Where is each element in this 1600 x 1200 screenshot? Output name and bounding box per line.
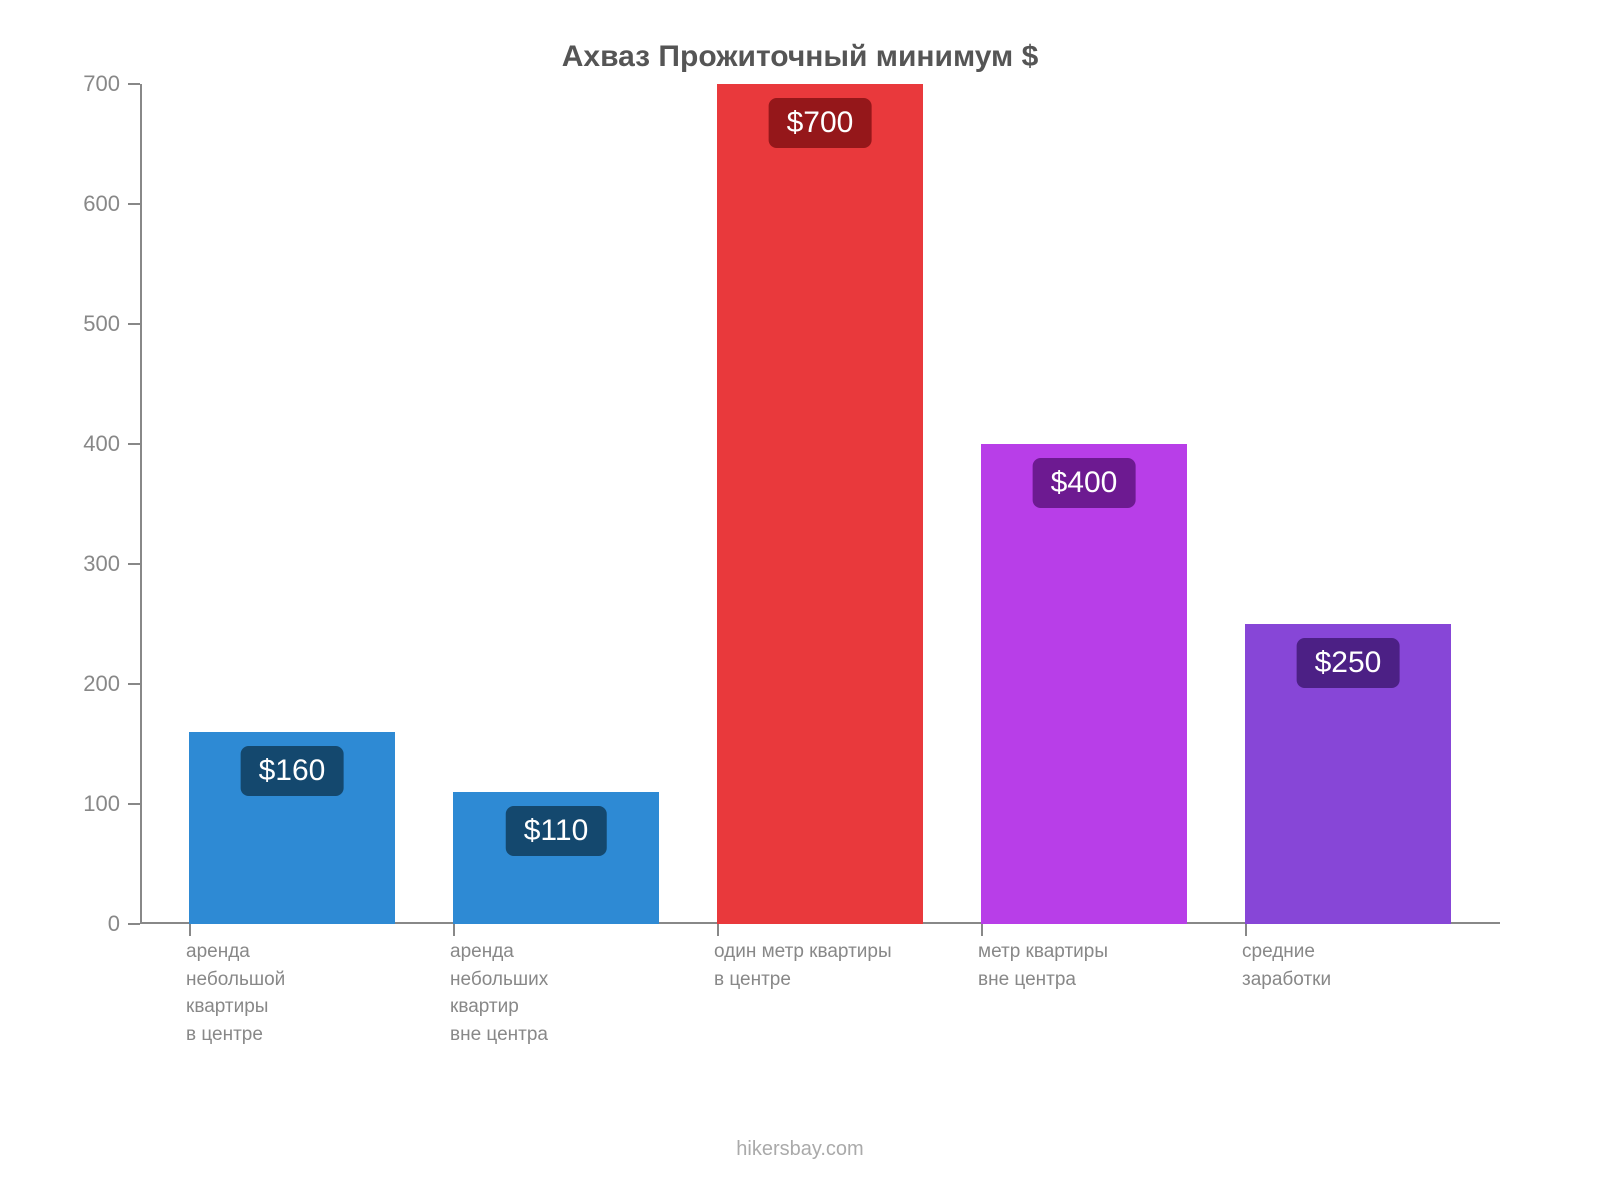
chart-container: Ахваз Прожиточный минимум $ 0 100 200 300 40… [0, 0, 1600, 1200]
y-tick-label: 200 [83, 671, 140, 697]
x-axis-label: средние заработки [1242, 938, 1331, 1048]
bar-slot: $700 [688, 84, 952, 924]
y-tick-label: 400 [83, 431, 140, 457]
x-tick [717, 924, 719, 936]
y-tick-label: 100 [83, 791, 140, 817]
x-tick [453, 924, 455, 936]
x-tick [189, 924, 191, 936]
bar-slot: $400 [952, 84, 1216, 924]
attribution-text: hikersbay.com [60, 1138, 1540, 1161]
bar-slot: $250 [1216, 84, 1480, 924]
plot-area: 0100200300400500600700 $160$110$700$400$… [140, 84, 1500, 924]
x-label-slot: один метр квартиры в центре [688, 938, 952, 1048]
y-tick-label: 500 [83, 311, 140, 337]
bar-value-label: $700 [769, 98, 872, 148]
bar-slot: $160 [160, 84, 424, 924]
bar-value-label: $110 [506, 806, 607, 856]
bar: $160 [189, 732, 395, 924]
bars-group: $160 $110 $700 $400 $250 [140, 84, 1500, 924]
bar-slot: $110 [424, 84, 688, 924]
x-axis-label: метр квартиры вне центра [978, 938, 1108, 1048]
x-label-slot: средние заработки [1216, 938, 1480, 1048]
y-tick-label: 0 [108, 911, 140, 937]
x-label-slot: аренда небольшой квартиры в центре [160, 938, 424, 1048]
x-labels-row: аренда небольшой квартиры в центре аренда… [140, 924, 1500, 1048]
bar: $400 [981, 444, 1187, 924]
chart-title: Ахваз Прожиточный минимум $ [60, 40, 1540, 74]
x-tick [981, 924, 983, 936]
y-tick-label: 600 [83, 191, 140, 217]
bar: $250 [1245, 624, 1451, 924]
x-label-slot: аренда небольших квартир вне центра [424, 938, 688, 1048]
bar: $700 [717, 84, 923, 924]
x-axis-label: аренда небольшой квартиры в центре [186, 938, 285, 1048]
x-axis-label: аренда небольших квартир вне центра [450, 938, 548, 1048]
bar: $110 [453, 792, 659, 924]
y-tick-label: 300 [83, 551, 140, 577]
bar-value-label: $250 [1297, 638, 1400, 688]
bar-value-label: $160 [241, 746, 344, 796]
x-axis-label: один метр квартиры в центре [714, 938, 892, 1048]
y-tick-label: 700 [83, 71, 140, 97]
bar-value-label: $400 [1033, 458, 1136, 508]
x-label-slot: метр квартиры вне центра [952, 938, 1216, 1048]
x-tick [1245, 924, 1247, 936]
